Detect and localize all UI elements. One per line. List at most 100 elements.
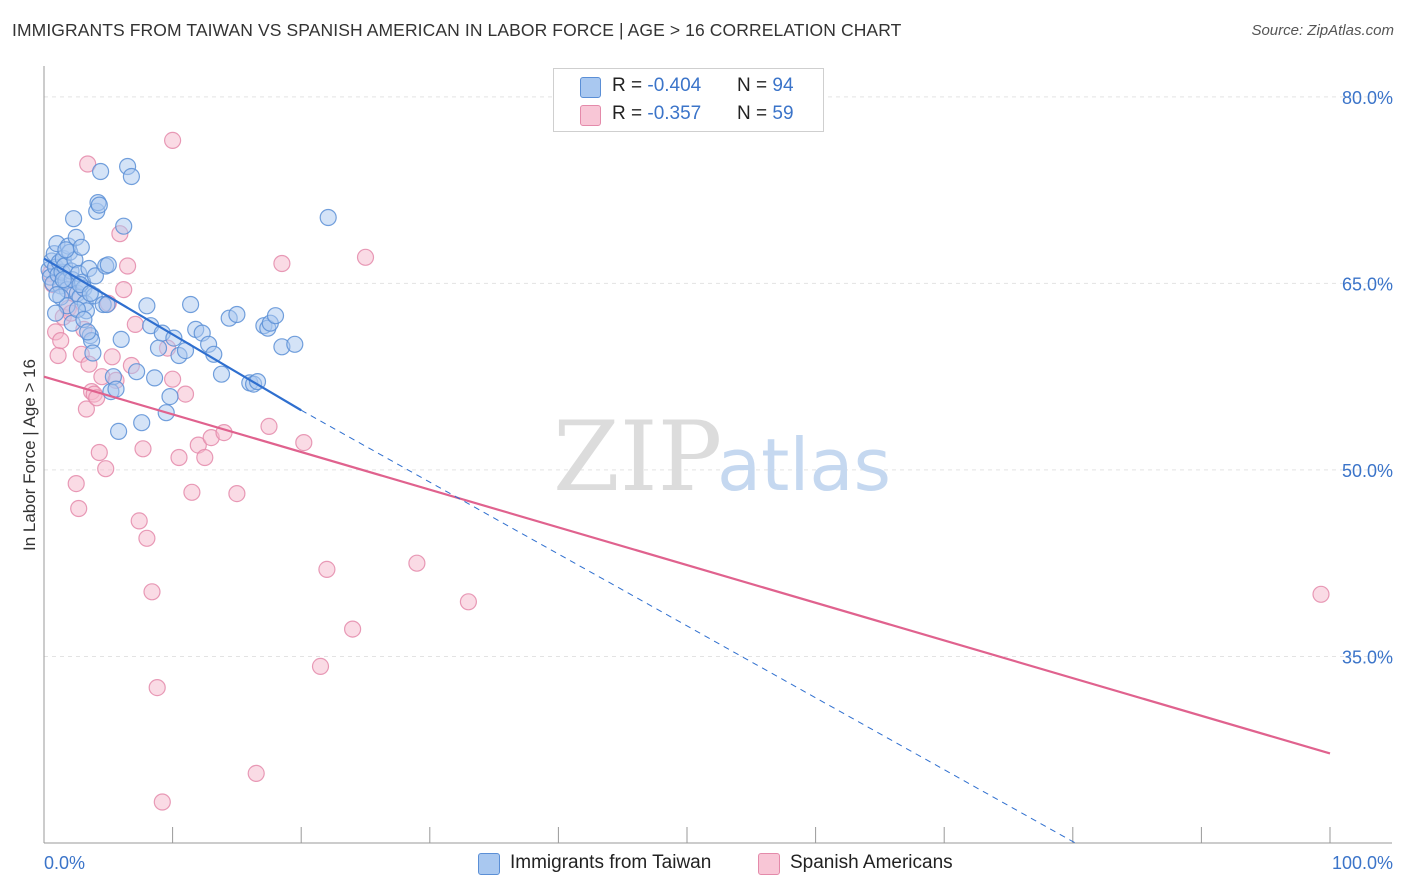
y-axis-label: In Labor Force | Age > 16 — [20, 359, 39, 551]
watermark-zip: ZIP — [553, 401, 722, 513]
taiwan-point — [286, 335, 304, 353]
taiwan-point — [146, 369, 164, 387]
y-tick-label: 50.0% — [1342, 461, 1393, 481]
spanish-american-point — [228, 485, 246, 503]
legend-row-taiwan: R = -0.404 N = 94 — [554, 72, 823, 100]
spanish-american-point — [134, 440, 152, 458]
series-swatch-taiwan — [478, 853, 500, 875]
taiwan-point — [79, 323, 97, 341]
spanish-american-point — [115, 281, 133, 299]
spanish-american-point — [77, 400, 96, 418]
spanish-american-point — [311, 657, 330, 676]
taiwan-point — [149, 339, 168, 357]
spanish-american-point — [52, 332, 70, 350]
taiwan-point — [109, 422, 128, 440]
correlation-legend: R = -0.404 N = 94 R = -0.357 N = 59 — [553, 68, 824, 132]
spanish-american-point — [408, 554, 426, 572]
spanish-american-point — [70, 499, 88, 518]
legend-r-label: R = — [612, 103, 648, 124]
taiwan-point — [115, 217, 133, 235]
spanish-american-point — [196, 448, 214, 467]
spanish-american-point — [90, 443, 108, 462]
x-tick-label: 0.0% — [44, 853, 85, 873]
series-label-spanish: Spanish Americans — [790, 852, 953, 873]
series-label-taiwan: Immigrants from Taiwan — [510, 852, 712, 873]
spanish-american-point — [170, 448, 188, 467]
taiwan-point — [128, 363, 146, 381]
series-legend: Immigrants from Taiwan Spanish Americans — [0, 850, 1406, 878]
legend-r-value: -0.357 — [647, 103, 702, 124]
taiwan-point — [319, 208, 337, 227]
legend-row-spanish: R = -0.357 N = 59 — [554, 100, 823, 128]
trend-line-spanish — [43, 375, 1331, 755]
spanish-american-point — [164, 370, 182, 388]
taiwan-point — [122, 167, 140, 186]
taiwan-point — [161, 388, 179, 406]
spanish-american-point — [356, 248, 375, 266]
taiwan-point — [212, 365, 231, 383]
legend-n-value: 59 — [772, 103, 794, 124]
x-tick-label: 100.0% — [1332, 853, 1393, 873]
spanish-american-point — [459, 593, 477, 611]
taiwan-point — [54, 271, 72, 289]
y-tick-label: 35.0% — [1342, 647, 1393, 667]
source-label: Source: ZipAtlas.com — [1251, 22, 1394, 39]
axes — [43, 66, 1392, 844]
series-swatch-spanish — [758, 853, 780, 875]
grid-lines — [44, 96, 1392, 657]
spanish-american-point — [79, 155, 97, 173]
taiwan-point — [266, 307, 285, 325]
taiwan-point — [107, 380, 125, 398]
spanish-american-point — [49, 346, 67, 365]
trend-line-taiwan — [43, 257, 302, 412]
spanish-american-point — [130, 512, 148, 530]
spanish-american-point — [295, 434, 313, 452]
spanish-american-point — [143, 583, 161, 601]
spanish-american-point — [318, 560, 336, 579]
taiwan-point — [99, 256, 117, 274]
taiwan-point — [138, 297, 156, 315]
spanish-american-point — [164, 131, 182, 149]
legend-r-value: -0.404 — [647, 75, 702, 96]
spanish-american-point — [138, 529, 156, 547]
trend-line-taiwan-extension — [300, 409, 1076, 844]
y-tick-label: 65.0% — [1342, 274, 1393, 294]
trend-lines — [43, 257, 1331, 844]
spanish-american-point — [260, 417, 278, 435]
taiwan-point — [72, 238, 90, 256]
spanish-american-point — [176, 385, 195, 403]
spanish-american-point — [273, 254, 291, 273]
legend-n-label: N = — [737, 103, 773, 124]
legend-r-label: R = — [612, 75, 648, 96]
spanish-american-point — [67, 475, 85, 493]
spanish-american-point — [148, 678, 166, 697]
tick-labels: 35.0% 50.0% 65.0% 80.0% 0.0% 100.0% — [44, 88, 1393, 873]
taiwan-point — [84, 344, 102, 362]
taiwan-point — [91, 162, 110, 181]
taiwan-point — [165, 329, 183, 347]
spanish-american-point — [344, 620, 362, 638]
legend-swatch-spanish — [580, 105, 601, 126]
taiwan-point — [64, 210, 83, 228]
spanish-american-point — [103, 348, 121, 366]
spanish-american-point — [1312, 585, 1330, 603]
chart-title: IMMIGRANTS FROM TAIWAN VS SPANISH AMERIC… — [12, 20, 902, 40]
taiwan-point — [57, 241, 75, 259]
watermark: ZIP atlas — [553, 401, 891, 513]
spanish-american-point — [97, 460, 115, 478]
taiwan-point — [46, 304, 65, 322]
spanish-american-point — [247, 764, 265, 783]
taiwan-point — [182, 295, 200, 314]
taiwan-point — [228, 305, 246, 324]
taiwan-point — [81, 284, 99, 302]
legend-swatch-taiwan — [580, 77, 601, 98]
taiwan-point — [133, 414, 151, 432]
spanish-american-point — [118, 257, 137, 275]
taiwan-point — [112, 330, 130, 348]
legend-n-label: N = — [737, 75, 773, 96]
watermark-atlas: atlas — [717, 423, 891, 507]
taiwan-point — [90, 196, 108, 214]
legend-n-value: 94 — [772, 75, 794, 96]
taiwan-point — [48, 286, 66, 304]
